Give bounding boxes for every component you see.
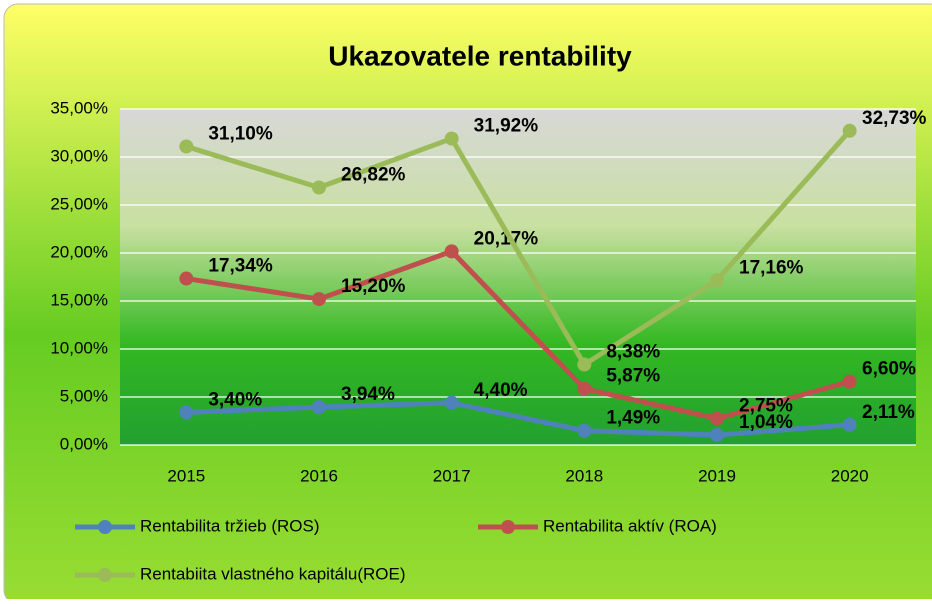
y-tick-label: 25,00%: [50, 194, 108, 213]
data-label: 6,60%: [862, 359, 916, 380]
y-tick-label: 0,00%: [60, 434, 108, 453]
y-tick-label: 15,00%: [50, 290, 108, 309]
series-line: [185, 248, 851, 422]
data-point: [312, 292, 326, 307]
data-label: 2,11%: [862, 402, 915, 423]
data-label: 3,40%: [208, 389, 262, 410]
x-tick-label: 2017: [433, 466, 471, 485]
x-tick-label: 2018: [565, 466, 603, 485]
data-point: [444, 131, 459, 146]
data-point: [710, 411, 724, 426]
x-tick-label: 2015: [167, 466, 205, 485]
data-point: [577, 381, 592, 396]
data-label: 20,17%: [474, 228, 539, 249]
data-point: [842, 417, 857, 432]
y-tick-label: 10,00%: [50, 338, 108, 357]
chart-title: Ukazovatele rentability: [328, 40, 632, 71]
x-tick-label: 2020: [831, 466, 869, 485]
data-label: 26,82%: [341, 165, 406, 186]
data-point: [577, 357, 592, 372]
data-label: 4,40%: [474, 380, 528, 401]
data-point: [710, 428, 724, 443]
y-tick-label: 35,00%: [50, 98, 108, 117]
data-label: 17,34%: [208, 256, 273, 277]
data-point: [842, 374, 857, 389]
legend-marker: [98, 568, 112, 582]
series-line: [185, 129, 852, 368]
data-label: 3,94%: [341, 384, 395, 405]
data-point: [444, 244, 459, 259]
data-point: [444, 395, 459, 410]
data-label: 5,87%: [606, 366, 660, 387]
data-label: 8,38%: [606, 342, 660, 363]
data-point: [312, 400, 326, 415]
legend-label: Rentabilita tržieb (ROS): [140, 516, 320, 535]
data-point: [179, 405, 194, 420]
x-tick-label: 2019: [698, 466, 736, 485]
data-point: [179, 271, 194, 286]
data-point: [179, 139, 194, 154]
data-point: [577, 423, 592, 438]
x-tick-label: 2016: [300, 466, 338, 485]
data-label: 15,20%: [341, 276, 406, 297]
series-line: [186, 400, 850, 438]
y-tick-label: 5,00%: [60, 386, 108, 405]
legend-marker: [501, 520, 515, 534]
data-point: [312, 180, 326, 195]
legend-label: Rentabilita aktív (ROA): [543, 516, 717, 535]
data-label: 1,04%: [739, 412, 793, 433]
data-label: 32,73%: [862, 108, 927, 129]
data-label: 31,10%: [208, 123, 273, 144]
y-tick-label: 30,00%: [50, 146, 108, 165]
data-point: [710, 273, 724, 288]
legend-marker: [98, 520, 112, 534]
data-label: 1,49%: [606, 408, 660, 429]
data-label: 2,75%: [739, 396, 793, 417]
data-point: [842, 123, 857, 138]
y-tick-label: 20,00%: [50, 242, 108, 261]
data-label: 17,16%: [739, 257, 804, 278]
legend-label: Rentabiita vlastného kapitálu(ROE): [140, 564, 406, 583]
data-label: 31,92%: [474, 116, 539, 137]
